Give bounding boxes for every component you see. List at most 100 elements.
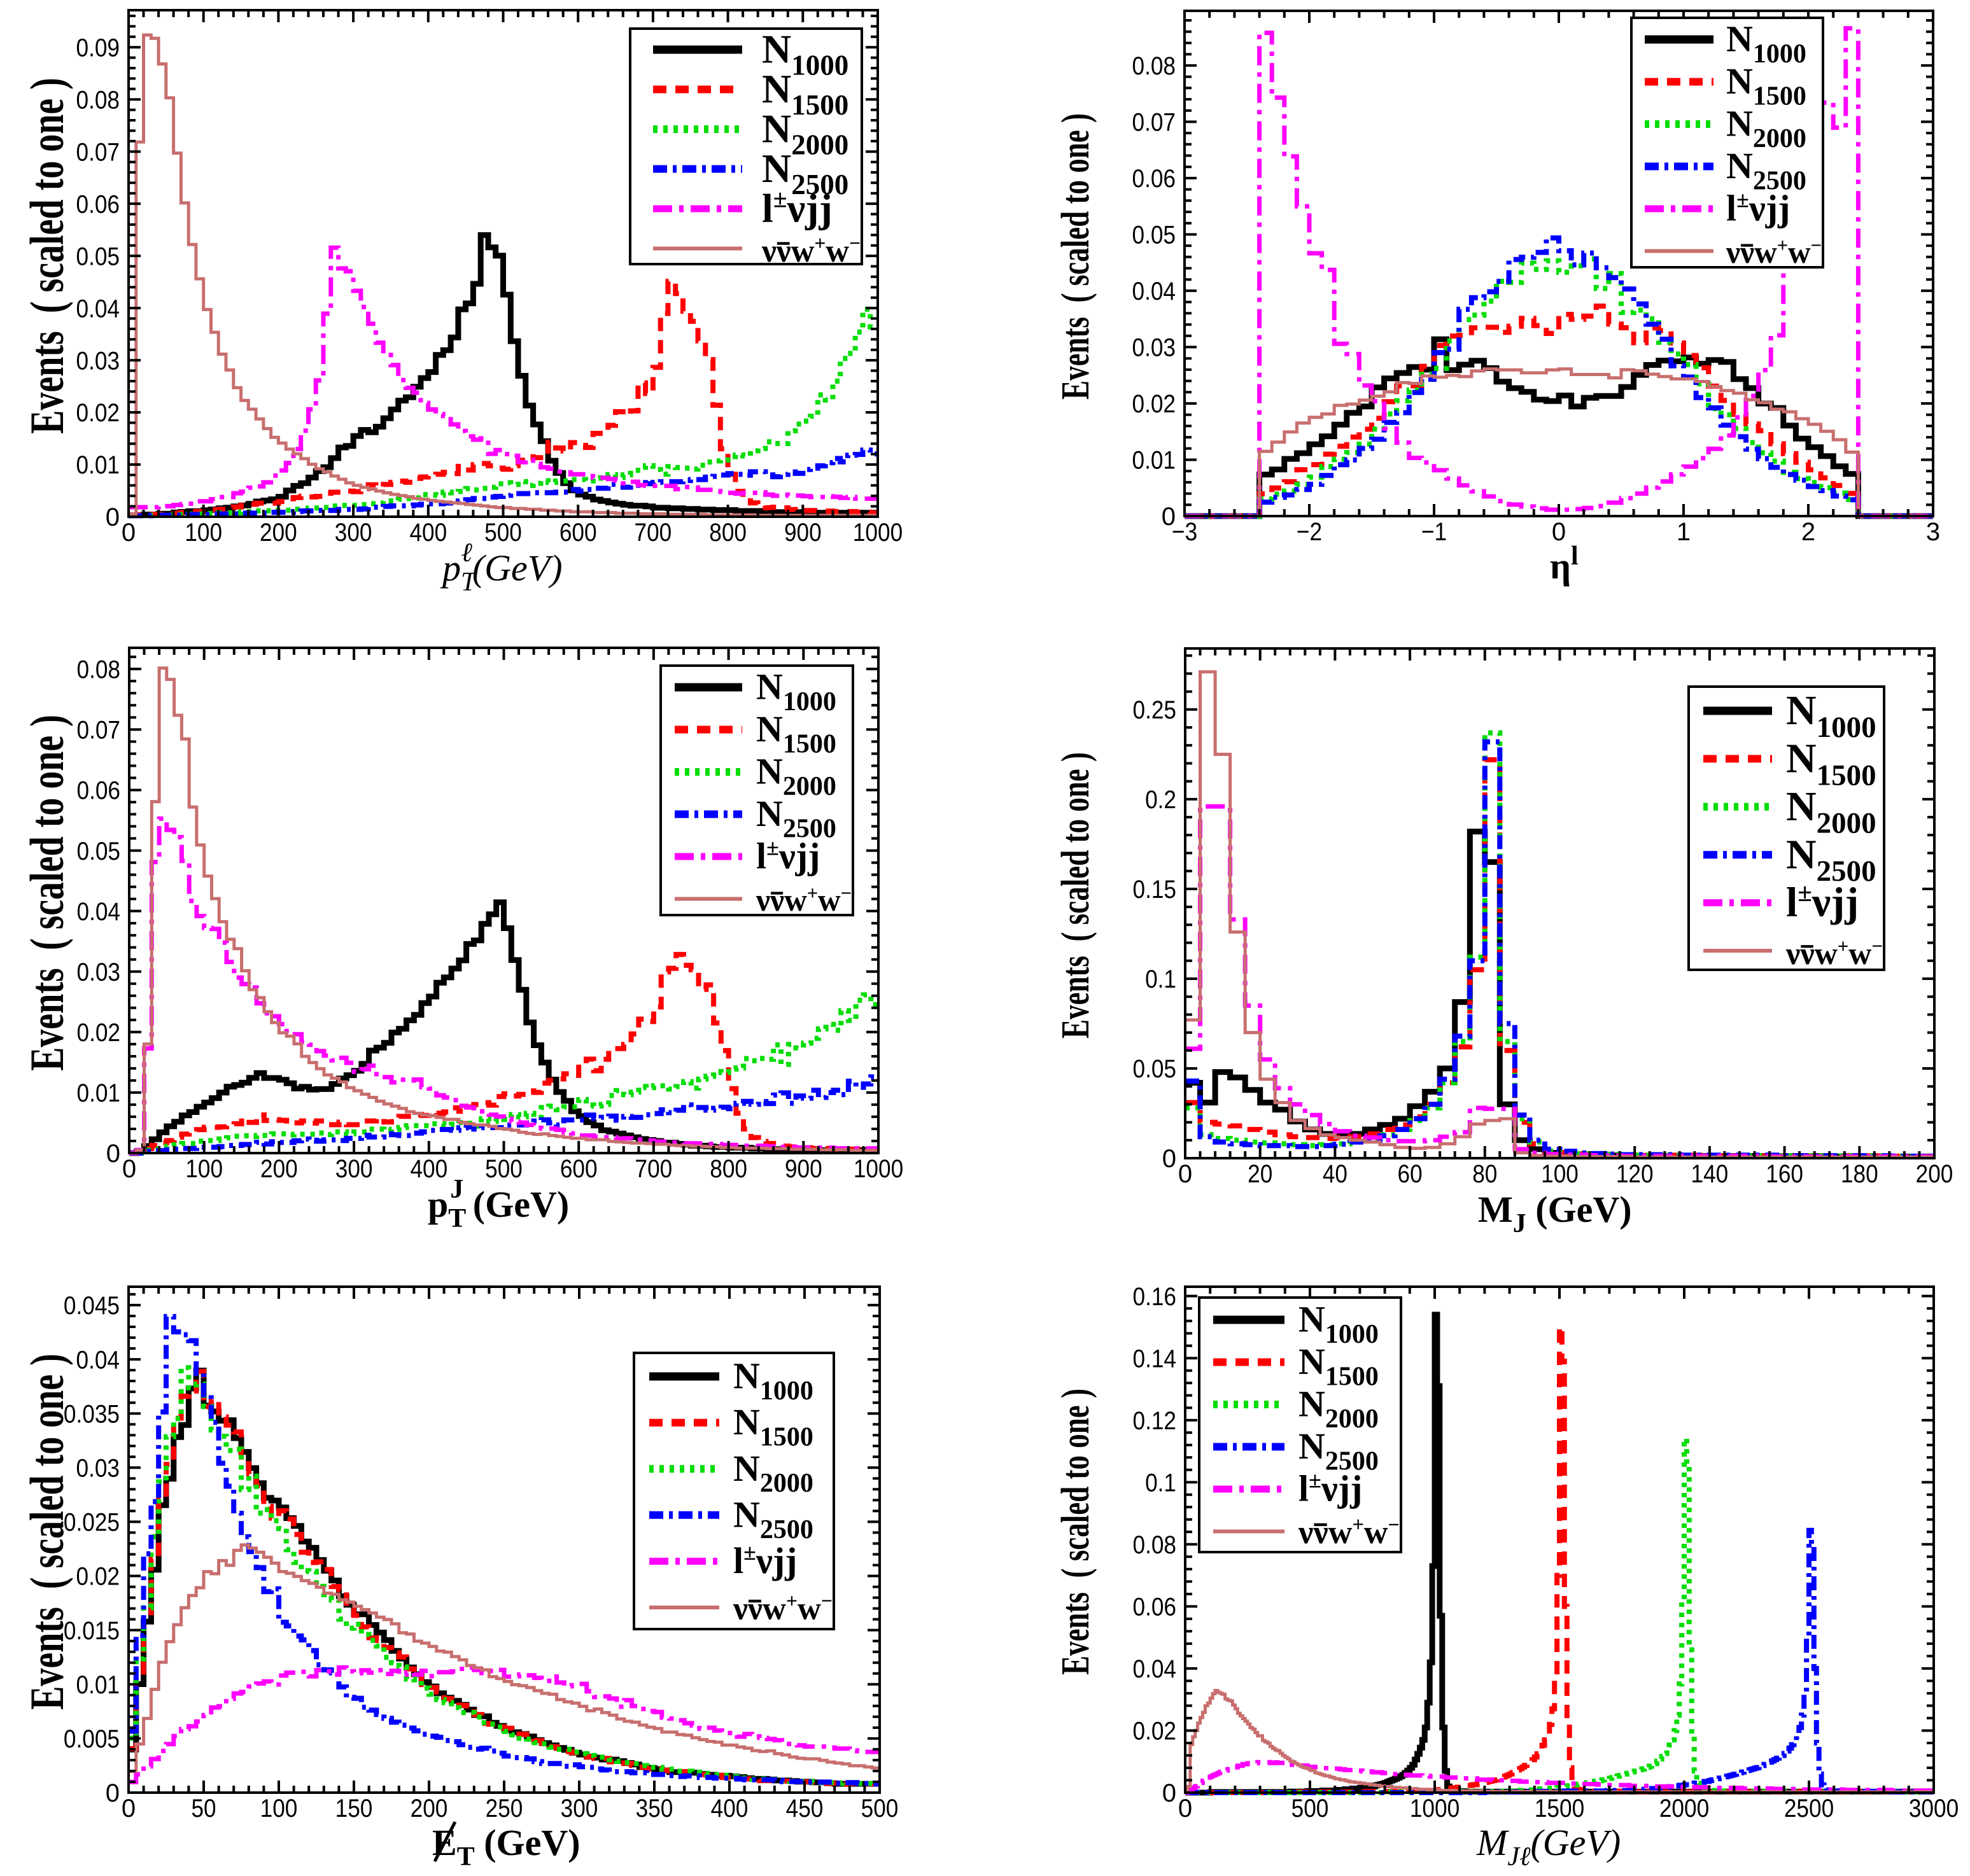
svg-text:νν: νν xyxy=(756,883,784,918)
svg-text:400: 400 xyxy=(711,1795,749,1823)
svg-text:3: 3 xyxy=(1926,518,1940,546)
svg-text:w: w xyxy=(763,1591,786,1627)
svg-text:w: w xyxy=(1848,935,1871,971)
svg-text:Events ( scaled to one ): Events ( scaled to one ) xyxy=(1053,113,1097,400)
svg-text:0.09: 0.09 xyxy=(76,34,120,62)
svg-text:Events ( scaled to one ): Events ( scaled to one ) xyxy=(21,78,74,434)
svg-text:700: 700 xyxy=(635,1155,673,1183)
svg-text:900: 900 xyxy=(785,1155,822,1183)
svg-text:0.14: 0.14 xyxy=(1133,1345,1177,1373)
svg-text:140: 140 xyxy=(1691,1160,1729,1188)
svg-text:0.02: 0.02 xyxy=(1132,390,1176,418)
svg-text:0.01: 0.01 xyxy=(1132,447,1176,475)
svg-text:+: + xyxy=(786,1590,798,1612)
svg-text:1000: 1000 xyxy=(1410,1795,1460,1823)
svg-text:0.06: 0.06 xyxy=(76,190,120,218)
svg-text:w: w xyxy=(826,234,849,269)
svg-text:60: 60 xyxy=(1398,1160,1423,1188)
svg-text:w: w xyxy=(791,234,815,269)
svg-text:80: 80 xyxy=(1472,1160,1497,1188)
svg-text:160: 160 xyxy=(1766,1160,1803,1188)
svg-text:νν: νν xyxy=(1785,935,1815,971)
svg-text:−: − xyxy=(1871,935,1883,957)
svg-text:w: w xyxy=(798,1591,821,1627)
svg-text:0: 0 xyxy=(122,519,136,547)
svg-text:−: − xyxy=(849,232,861,255)
svg-text:100: 100 xyxy=(260,1795,298,1823)
svg-text:2500: 2500 xyxy=(1784,1795,1834,1823)
svg-text:250: 250 xyxy=(486,1795,523,1823)
svg-text:1000: 1000 xyxy=(854,1155,903,1183)
svg-text:0.08: 0.08 xyxy=(76,86,120,114)
svg-text:−: − xyxy=(1388,1513,1399,1536)
svg-text:l±νjj: l±νjj xyxy=(762,185,833,230)
svg-text:50: 50 xyxy=(191,1795,216,1823)
svg-text:400: 400 xyxy=(410,1155,447,1183)
svg-text:0.02: 0.02 xyxy=(76,399,120,427)
svg-text:800: 800 xyxy=(709,519,747,547)
svg-text:0.03: 0.03 xyxy=(76,347,120,375)
svg-text:0.05: 0.05 xyxy=(1133,1055,1177,1083)
svg-text:0: 0 xyxy=(1178,1160,1192,1188)
svg-text:300: 300 xyxy=(335,1155,373,1183)
svg-text:−: − xyxy=(1811,234,1822,256)
svg-text:0: 0 xyxy=(106,1140,120,1168)
svg-text:1: 1 xyxy=(1677,518,1691,546)
svg-text:2000: 2000 xyxy=(1659,1795,1709,1823)
svg-text:νν: νν xyxy=(1726,235,1754,270)
svg-text:0.04: 0.04 xyxy=(1133,1655,1177,1683)
svg-text:0: 0 xyxy=(1178,1795,1192,1823)
svg-text:0.01: 0.01 xyxy=(76,451,120,479)
svg-text:0.06: 0.06 xyxy=(1133,1593,1177,1621)
svg-text:700: 700 xyxy=(635,519,672,547)
svg-text:w: w xyxy=(1364,1514,1388,1551)
svg-text:w: w xyxy=(1815,935,1838,971)
svg-text:+: + xyxy=(1352,1513,1363,1536)
svg-text:0.035: 0.035 xyxy=(64,1400,120,1428)
svg-text:600: 600 xyxy=(559,519,597,547)
svg-text:400: 400 xyxy=(409,519,447,547)
svg-text:Events ( scaled to one ): Events ( scaled to one ) xyxy=(21,715,74,1071)
svg-text:νν: νν xyxy=(1298,1514,1328,1551)
svg-text:450: 450 xyxy=(786,1795,824,1823)
svg-text:0.07: 0.07 xyxy=(77,717,121,745)
svg-text:0.05: 0.05 xyxy=(1132,221,1176,249)
svg-text:2: 2 xyxy=(1801,518,1815,546)
svg-text:0.01: 0.01 xyxy=(77,1079,121,1107)
svg-text:100: 100 xyxy=(185,1155,223,1183)
svg-text:300: 300 xyxy=(335,519,372,547)
svg-text:+: + xyxy=(1838,935,1849,957)
svg-text:0: 0 xyxy=(122,1795,136,1823)
svg-text:0: 0 xyxy=(106,1779,120,1807)
svg-text:100: 100 xyxy=(1541,1160,1579,1188)
svg-text:0.15: 0.15 xyxy=(1133,876,1177,904)
svg-text:l±νjj: l±νjj xyxy=(1298,1467,1362,1509)
svg-text:180: 180 xyxy=(1841,1160,1878,1188)
svg-text:800: 800 xyxy=(710,1155,747,1183)
svg-text:−1: −1 xyxy=(1421,518,1447,546)
svg-text:500: 500 xyxy=(485,1155,523,1183)
svg-text:0.04: 0.04 xyxy=(1132,277,1176,305)
svg-text:100: 100 xyxy=(185,519,222,547)
svg-text:0.25: 0.25 xyxy=(1133,696,1177,724)
svg-text:500: 500 xyxy=(484,519,522,547)
svg-text:w: w xyxy=(818,883,841,918)
svg-text:Events ( scaled to one ): Events ( scaled to one ) xyxy=(21,1354,74,1710)
svg-text:νν: νν xyxy=(761,234,791,269)
svg-text:0.02: 0.02 xyxy=(1133,1718,1177,1746)
svg-text:200: 200 xyxy=(260,519,297,547)
svg-text:0.08: 0.08 xyxy=(1133,1531,1177,1559)
svg-text:0.03: 0.03 xyxy=(76,1455,120,1483)
svg-text:0.02: 0.02 xyxy=(77,1019,121,1047)
svg-text:200: 200 xyxy=(411,1795,448,1823)
svg-text:0.08: 0.08 xyxy=(77,656,121,684)
svg-text:900: 900 xyxy=(784,519,822,547)
svg-text:200: 200 xyxy=(1916,1160,1953,1188)
svg-text:0.04: 0.04 xyxy=(76,295,120,323)
svg-text:0.1: 0.1 xyxy=(1145,1469,1176,1497)
svg-text:600: 600 xyxy=(560,1155,598,1183)
svg-text:1500: 1500 xyxy=(1535,1795,1584,1823)
svg-text:−: − xyxy=(821,1590,833,1612)
svg-text:+: + xyxy=(814,232,826,255)
svg-text:0.16: 0.16 xyxy=(1133,1283,1177,1311)
